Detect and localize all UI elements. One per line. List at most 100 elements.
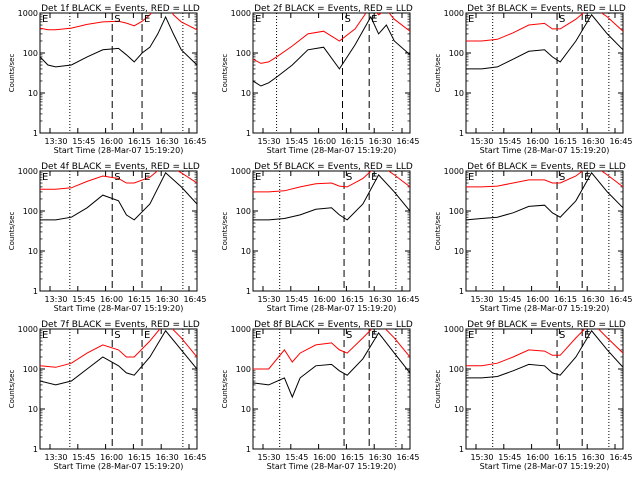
marker-s-label: S bbox=[114, 330, 120, 341]
x-axis-label: Start Time (28-Mar-07 15:19:20) bbox=[267, 304, 397, 313]
x-axis-label: Start Time (28-Mar-07 15:19:20) bbox=[480, 462, 610, 471]
y-axis-label: Counts/sec bbox=[434, 370, 442, 409]
y-tick-label: 1000 bbox=[231, 325, 251, 334]
marker-s-label: S bbox=[559, 14, 565, 25]
series-events-line bbox=[466, 13, 623, 70]
x-tick-label: 15:30 bbox=[470, 295, 493, 304]
x-tick-label: 16:15 bbox=[554, 453, 577, 462]
plot-frame bbox=[465, 328, 624, 450]
y-tick-label: 10 bbox=[28, 405, 38, 414]
marker-e-label: E bbox=[144, 172, 150, 183]
x-tick-label: 16:15 bbox=[341, 295, 364, 304]
start-marker-label: E bbox=[255, 172, 261, 183]
series-events-line bbox=[40, 171, 197, 221]
x-tick-label: 16:45 bbox=[183, 453, 206, 462]
series-lld-line bbox=[40, 329, 197, 368]
x-tick-label: 16:30 bbox=[582, 137, 605, 146]
series-events-line bbox=[253, 332, 410, 399]
start-marker-label: E bbox=[42, 14, 48, 25]
panel-title: Det 9f BLACK = Events, RED = LLD bbox=[467, 320, 626, 330]
y-tick-label: 1000 bbox=[18, 325, 38, 334]
series-lld-line bbox=[466, 13, 623, 42]
panel-3: Det 3f BLACK = Events, RED = LLD 1 10 100 10… bbox=[434, 4, 633, 155]
x-tick-label: 16:15 bbox=[341, 453, 364, 462]
x-tick-label: 16:00 bbox=[313, 295, 336, 304]
start-marker-label: E bbox=[42, 172, 48, 183]
marker-s-label: S bbox=[114, 14, 120, 25]
y-tick-label: 100 bbox=[449, 49, 464, 58]
x-axis-label: Start Time (28-Mar-07 15:19:20) bbox=[54, 462, 184, 471]
series-events-line bbox=[40, 15, 197, 68]
x-tick-label: 15:45 bbox=[498, 453, 521, 462]
marker-s-label: S bbox=[559, 330, 565, 341]
plot-frame bbox=[252, 12, 411, 134]
panel-title: Det 1f BLACK = Events, RED = LLD bbox=[41, 4, 200, 14]
x-tick-label: 16:45 bbox=[396, 453, 419, 462]
y-tick-label: 100 bbox=[236, 49, 251, 58]
y-tick-label: 1 bbox=[33, 287, 38, 296]
y-tick-label: 100 bbox=[23, 49, 38, 58]
marker-e-label: E bbox=[584, 330, 590, 341]
x-tick-label: 15:45 bbox=[72, 295, 95, 304]
start-marker-label: E bbox=[468, 330, 474, 341]
marker-s-label: S bbox=[114, 172, 120, 183]
x-tick-label: 15:30 bbox=[257, 295, 280, 304]
y-tick-label: 10 bbox=[241, 405, 251, 414]
x-tick-label: 16:00 bbox=[100, 295, 123, 304]
y-tick-label: 100 bbox=[236, 365, 251, 374]
y-tick-label: 1 bbox=[246, 287, 251, 296]
start-marker-label: E bbox=[468, 172, 474, 183]
x-axis-label: Start Time (28-Mar-07 15:19:20) bbox=[480, 146, 610, 155]
panel-title: Det 7f BLACK = Events, RED = LLD bbox=[41, 320, 200, 330]
y-tick-label: 100 bbox=[236, 207, 251, 216]
y-tick-label: 1000 bbox=[18, 9, 38, 18]
marker-e-label: E bbox=[584, 14, 590, 25]
start-marker-label: E bbox=[255, 330, 261, 341]
x-tick-label: 15:45 bbox=[498, 295, 521, 304]
x-tick-label: 16:30 bbox=[582, 453, 605, 462]
start-marker-label: E bbox=[468, 14, 474, 25]
marker-e-label: E bbox=[371, 172, 377, 183]
y-tick-label: 1 bbox=[33, 445, 38, 454]
y-tick-label: 10 bbox=[241, 89, 251, 98]
y-tick-label: 100 bbox=[449, 365, 464, 374]
series-events-line bbox=[466, 329, 623, 379]
x-tick-label: 16:00 bbox=[526, 137, 549, 146]
y-tick-label: 1 bbox=[33, 129, 38, 138]
x-tick-label: 15:30 bbox=[470, 453, 493, 462]
x-axis-label: Start Time (28-Mar-07 15:19:20) bbox=[54, 304, 184, 313]
x-tick-label: 16:45 bbox=[609, 137, 632, 146]
marker-e-label: E bbox=[584, 172, 590, 183]
x-tick-label: 16:00 bbox=[526, 295, 549, 304]
y-tick-label: 10 bbox=[454, 405, 464, 414]
y-axis-label: Counts/sec bbox=[8, 212, 16, 251]
x-tick-label: 13:30 bbox=[44, 137, 67, 146]
panel-title: Det 3f BLACK = Events, RED = LLD bbox=[467, 4, 626, 14]
series-events-line bbox=[40, 329, 197, 386]
y-axis-label: Counts/sec bbox=[221, 212, 229, 251]
y-axis-label: Counts/sec bbox=[8, 54, 16, 93]
y-tick-label: 1000 bbox=[231, 9, 251, 18]
x-tick-label: 16:45 bbox=[183, 295, 206, 304]
y-tick-label: 10 bbox=[241, 247, 251, 256]
series-lld-line bbox=[253, 329, 410, 370]
plot-frame bbox=[39, 12, 198, 134]
plot-frame bbox=[39, 328, 198, 450]
plot-frame bbox=[465, 170, 624, 292]
y-tick-label: 10 bbox=[454, 247, 464, 256]
y-tick-label: 100 bbox=[449, 207, 464, 216]
panel-title: Det 4f BLACK = Events, RED = LLD bbox=[41, 162, 200, 172]
panel-4: Det 4f BLACK = Events, RED = LLD 1 10 100 10… bbox=[8, 162, 207, 313]
x-tick-label: 16:30 bbox=[582, 295, 605, 304]
start-marker-label: E bbox=[42, 330, 48, 341]
series-lld-line bbox=[466, 329, 623, 367]
plot-frame bbox=[39, 170, 198, 292]
x-tick-label: 16:30 bbox=[369, 295, 392, 304]
start-marker-label: E bbox=[255, 14, 261, 25]
y-tick-label: 100 bbox=[23, 365, 38, 374]
marker-e-label: E bbox=[371, 14, 377, 25]
series-lld-line bbox=[253, 171, 410, 193]
y-tick-label: 1000 bbox=[444, 325, 464, 334]
x-tick-label: 15:45 bbox=[285, 453, 308, 462]
